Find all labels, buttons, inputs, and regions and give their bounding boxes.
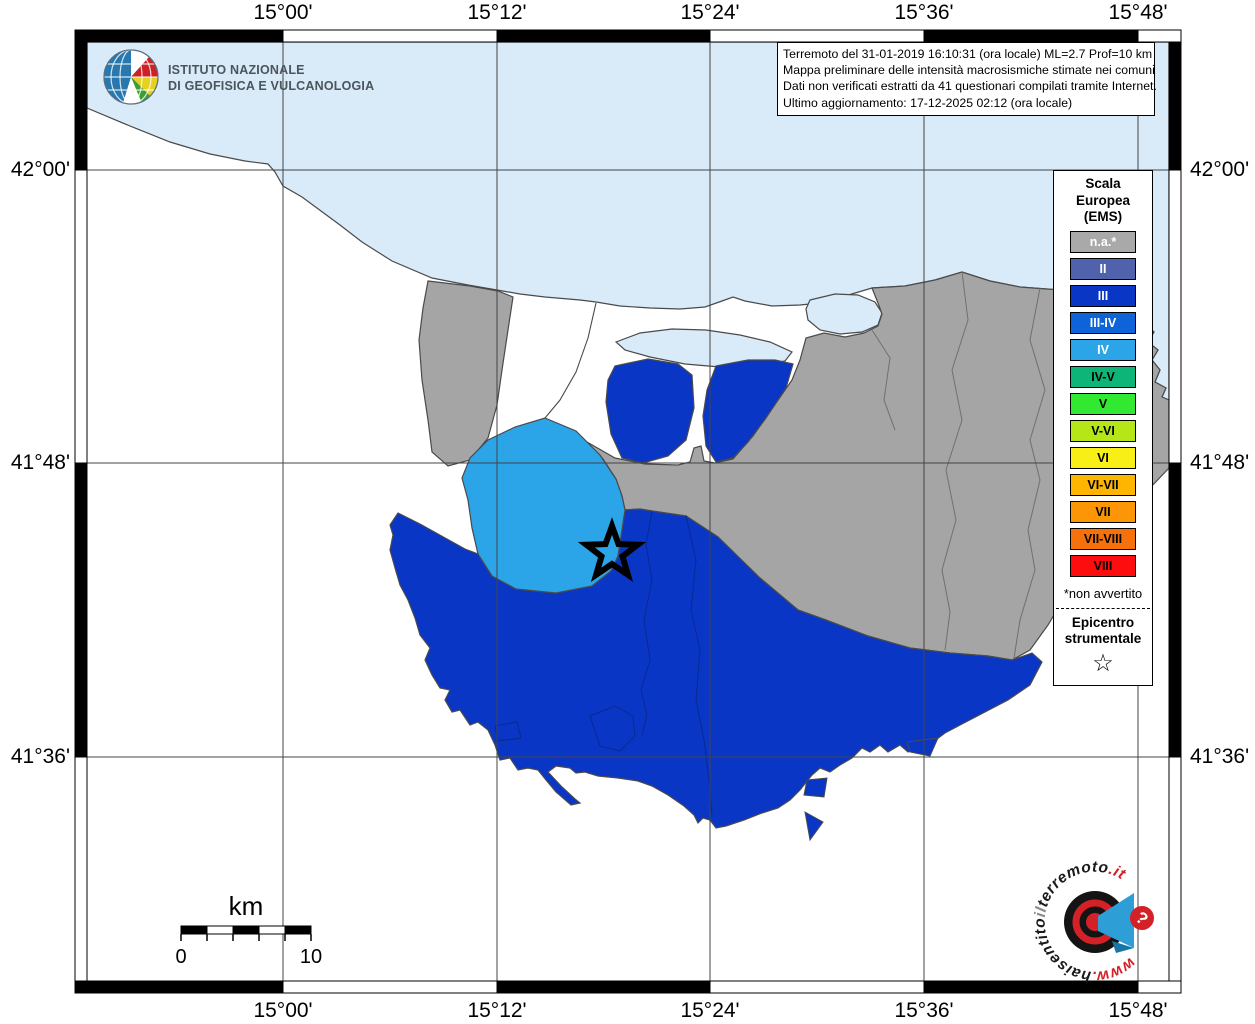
haisentito-logo: www.haisentitoilterremoto.it ? [1032,859,1154,985]
legend-epicenter-star-icon: ☆ [1092,649,1114,677]
region-iii-sannicandro [702,359,794,463]
municipal-border-white [544,302,597,419]
region-iii-poggio [605,358,695,464]
megaphone-icon [1098,893,1134,948]
municipal-border-blue-enclave [589,705,636,752]
legend-swatch: VI-VII [1070,473,1136,496]
legend-swatch: III [1070,284,1136,307]
epicenter-star [577,517,647,582]
legend-footnote: *non avvertito [1063,585,1143,601]
region-iii-fragment-2 [804,811,824,842]
intensity-legend: Scala Europea (EMS) n.a.* II III III-IV IV IV… [1053,170,1153,686]
axis-label-top-1500: 15°00' [253,1,313,24]
legend-swatch: VII-VIII [1070,527,1136,550]
municipal-border-gray-1 [941,271,969,651]
scale-bar: km 0 10 [175,891,322,968]
legend-swatch: II [1070,257,1136,280]
ingv-logo-line1: ISTITUTO NAZIONALE [168,63,305,77]
axis-label-bottom-1512: 15°12' [467,999,527,1022]
graticule [87,42,1169,981]
municipal-border-blue-2 [685,515,713,816]
axis-label-right-4136: 41°36' [1190,745,1250,768]
ingv-logo [103,49,159,105]
scale-bar-unit: km [229,891,264,921]
map-geography [87,42,1169,981]
map-frame [74,29,1182,994]
axis-label-top-1512: 15°12' [467,1,527,24]
legend-swatch: n.a.* [1070,230,1136,253]
legend-swatch: VIII [1070,554,1136,577]
info-line-questionnaires: Dati non verificati estratti da 41 quest… [783,79,1157,94]
axis-label-left-4136: 41°36' [10,745,70,768]
scale-bar-end: 10 [300,946,322,968]
axis-label-top-1548: 15°48' [1108,1,1168,24]
earthquake-info-box: Terremoto del 31-01-2019 16:10:31 (ora l… [777,42,1157,116]
axis-label-top-1536: 15°36' [894,1,954,24]
axis-label-bottom-1548: 15°48' [1108,999,1168,1022]
legend-divider [1056,607,1150,609]
info-line-updated: Ultimo aggiornamento: 17-12-2025 02:12 (… [783,95,1073,110]
info-line-event: Terremoto del 31-01-2019 16:10:31 (ora l… [783,47,1153,61]
axis-label-bottom-1536: 15°36' [894,999,954,1022]
legend-swatch: VII [1070,500,1136,523]
axis-label-top-1524: 15°24' [680,1,740,24]
municipal-border-gray-3 [871,329,896,431]
legend-title: Scala Europea (EMS) [1054,176,1152,226]
legend-swatch: III-IV [1070,311,1136,334]
legend-swatch: IV [1070,338,1136,361]
lake-varano [805,293,883,335]
legend-swatch: V-VI [1070,419,1136,442]
info-line-map-type: Mappa preliminare delle intensità macros… [783,63,1155,78]
axis-label-left-4148: 41°48' [10,451,70,474]
legend-title-line2: Europea [1075,192,1130,208]
megaphone-shadow [1112,941,1134,953]
legend-title-line3: (EMS) [1083,209,1123,224]
question-badge [1130,906,1154,930]
axis-label-right-4200: 42°00' [1190,158,1250,181]
region-iv-epicentral [461,417,626,594]
legend-swatch: IV-V [1070,365,1136,388]
ingv-logo-line2: DI GEOFISICA E VULCANOLOGIA [168,78,375,93]
legend-swatch: VI [1070,446,1136,469]
legend-epicenter-line2: strumentale [1064,631,1142,646]
ingv-globe-icon [103,49,159,105]
legend-swatch: V [1070,392,1136,415]
scale-bar-start: 0 [175,946,186,968]
axis-label-bottom-1524: 15°24' [680,999,740,1022]
lake-lesina [614,328,793,368]
axis-label-bottom-1500: 15°00' [253,999,313,1022]
ingv-logo-text: ISTITUTO NAZIONALE DI GEOFISICA E VULCAN… [168,63,374,94]
axis-label-left-4200: 42°00' [10,158,70,181]
axis-label-right-4148: 41°48' [1190,451,1250,474]
region-iii-fragment-3 [906,737,939,757]
legend-epicenter-line1: Epicentro [1071,614,1135,630]
legend-items: n.a.* II III III-IV IV IV-V V V-VI VI VI-VII VII VI… [1054,230,1152,577]
municipal-border-blue-1 [640,510,653,736]
legend-title-line1: Scala [1085,176,1121,191]
municipal-border-gray-2 [1013,287,1046,659]
region-iii-main [389,508,1043,829]
region-iii-fragment-1 [803,777,828,798]
legend-epicenter-title: Epicentro strumentale [1054,615,1152,648]
